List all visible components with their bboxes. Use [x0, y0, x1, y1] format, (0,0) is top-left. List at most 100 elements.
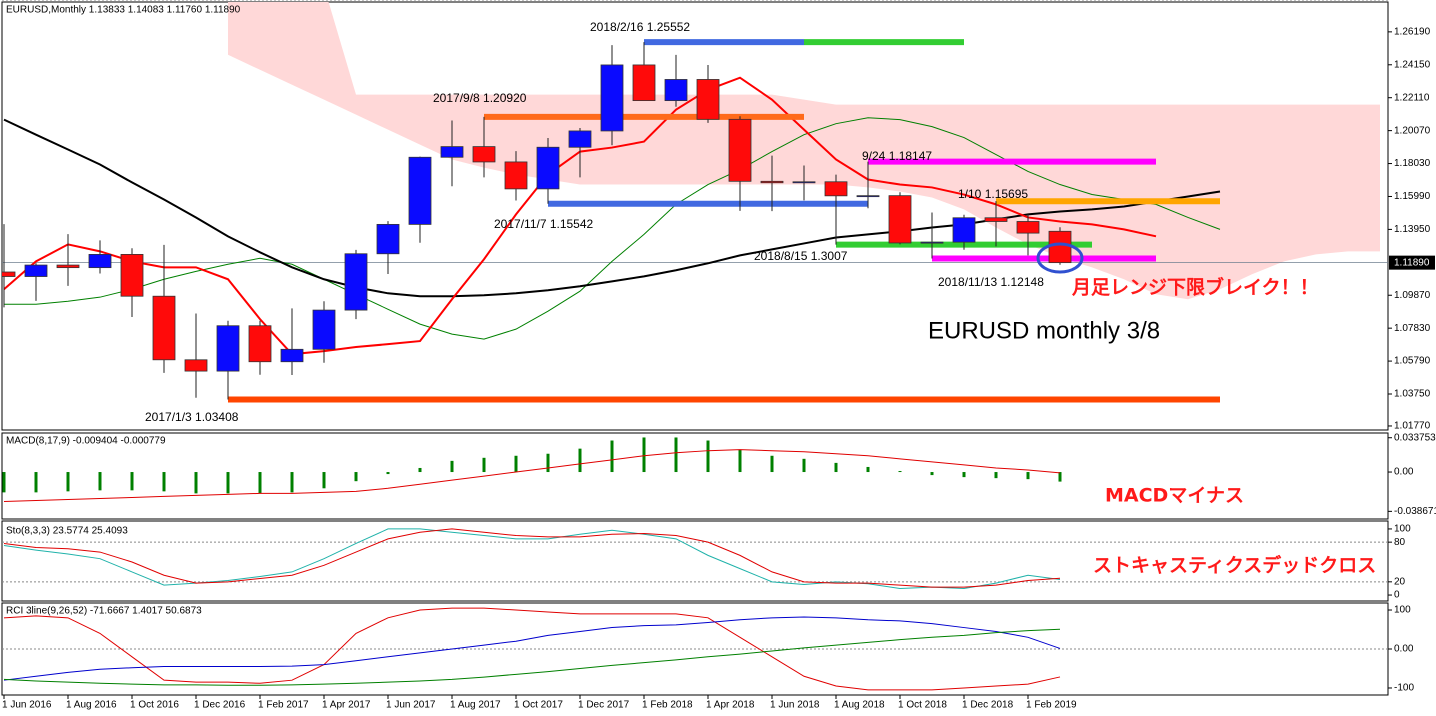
candle-body: [568, 130, 592, 148]
macd-bar: [226, 472, 230, 494]
last-price-box: [1389, 255, 1435, 270]
candle-body: [408, 156, 432, 225]
highlight-circle: [1036, 242, 1084, 274]
candle-body: [248, 325, 272, 363]
macd-bar: [194, 472, 198, 494]
candle-body: [792, 181, 816, 184]
y-tick-label: 1.18030: [1394, 158, 1431, 169]
macd-bar: [162, 472, 166, 492]
x-tick-label: 1 Aug 2018: [834, 700, 885, 711]
macd-bar: [770, 455, 774, 473]
candle-body: [344, 253, 368, 311]
candle-body: [760, 180, 784, 184]
macd-bar: [386, 472, 390, 475]
candle-body: [696, 79, 720, 120]
overlay-layer: EURUSD,Monthly 1.13833 1.14083 1.11760 1…: [6, 5, 1376, 617]
x-tick-label: 1 Oct 2017: [514, 700, 563, 711]
macd-bar: [34, 472, 38, 493]
x-tick-label: 1 Feb 2019: [1026, 700, 1077, 711]
candle-body: [728, 118, 752, 182]
annotation: 2018/2/16 1.25552: [590, 20, 690, 34]
y-tick-label: 20: [1394, 576, 1406, 587]
y-tick-label: 1.26190: [1394, 26, 1431, 37]
y-tick-label: 1.01770: [1394, 421, 1431, 432]
annotation: 2018/8/15 1.3007: [754, 249, 848, 263]
last-price-label: 1.11890: [1394, 257, 1430, 268]
indicator-line: [3, 528, 1061, 588]
macd-bar: [130, 472, 134, 491]
plot-area: [2, 2, 1388, 403]
macd-bar: [930, 472, 934, 476]
annotation: MACDマイナス: [1105, 485, 1244, 507]
macd-bar: [802, 458, 806, 473]
candle-body: [536, 146, 560, 190]
macd-bar: [674, 437, 678, 473]
pane-title: MACD(8,17,9) -0.009404 -0.000779: [6, 436, 166, 447]
candle-body: [984, 217, 1008, 222]
candle-body: [56, 264, 80, 269]
macd-bar: [482, 457, 486, 473]
y-tick-label: 0.00: [1394, 644, 1414, 655]
macd-bar: [738, 449, 742, 473]
annotation: EURUSD monthly 3/8: [928, 317, 1160, 344]
candle-body: [600, 64, 624, 132]
annotation: 2017/9/8 1.20920: [433, 91, 527, 105]
macd-bar: [450, 460, 454, 473]
indicator-line: [3, 616, 1061, 681]
macd-bar: [322, 472, 326, 489]
macd-bar: [866, 466, 870, 473]
y-tick-label: 100: [1394, 524, 1411, 535]
x-tick-label: 1 Feb 2017: [258, 700, 309, 711]
indicator-line: [3, 607, 1061, 691]
candle-body: [216, 325, 240, 372]
candle-body: [152, 295, 176, 361]
macd-bar: [962, 472, 966, 478]
macd-bar: [354, 472, 358, 482]
candle-body: [888, 195, 912, 244]
y-tick-label: 1.09870: [1394, 290, 1431, 301]
macd-bar: [578, 448, 582, 473]
y-tick-label: 100: [1394, 605, 1411, 616]
y-tick-label: 1.07830: [1394, 323, 1431, 334]
annotation: ストキャスティクスデッドクロス: [1093, 554, 1376, 577]
macd-bar: [706, 440, 710, 473]
macd-bar: [898, 471, 902, 473]
candle-body: [824, 181, 848, 197]
y-tick-label: 1.24150: [1394, 59, 1431, 70]
candle-body: [952, 217, 976, 243]
y-tick-label: 0.033753: [1394, 432, 1436, 443]
pane-frame: [1, 520, 1389, 602]
annotation: 2018/11/13 1.12148: [938, 275, 1044, 289]
macd-bar: [994, 472, 998, 479]
x-tick-label: 1 Dec 2017: [578, 700, 630, 711]
x-tick-label: 1 Aug 2016: [66, 700, 117, 711]
x-tick-label: 1 Aug 2017: [450, 700, 501, 711]
candle-body: [184, 359, 208, 372]
x-tick-label: 1 Jun 2016: [2, 700, 52, 711]
x-tick-label: 1 Oct 2016: [130, 700, 179, 711]
candle-body: [376, 223, 400, 255]
pane-title: EURUSD,Monthly 1.13833 1.14083 1.11760 1…: [6, 5, 241, 16]
y-tick-label: 1.03750: [1394, 389, 1431, 400]
y-tick-label: 0.00: [1394, 467, 1414, 478]
macd-bar: [2, 472, 6, 493]
candle-body: [504, 161, 528, 190]
indicator-line: [3, 528, 1061, 589]
x-tick-label: 1 Apr 2018: [706, 700, 755, 711]
indicator-line: [3, 628, 1061, 686]
macd-bar: [290, 472, 294, 493]
y-tick-label: 1.15990: [1394, 191, 1431, 202]
annotation: 2017/1/3 1.03408: [145, 410, 239, 424]
x-tick-label: 1 Apr 2017: [322, 700, 371, 711]
candle-body: [120, 254, 144, 297]
candle-body: [88, 254, 112, 269]
macd-bar: [546, 453, 550, 473]
candle-body: [312, 309, 336, 350]
pane-title: Sto(8,3,3) 23.5774 25.4093: [6, 526, 128, 537]
y-tick-label: 80: [1394, 537, 1406, 548]
y-tick-label: 1.22110: [1394, 92, 1430, 103]
pane-frame: [1, 1, 1389, 431]
x-tick-label: 1 Jun 2017: [386, 700, 436, 711]
